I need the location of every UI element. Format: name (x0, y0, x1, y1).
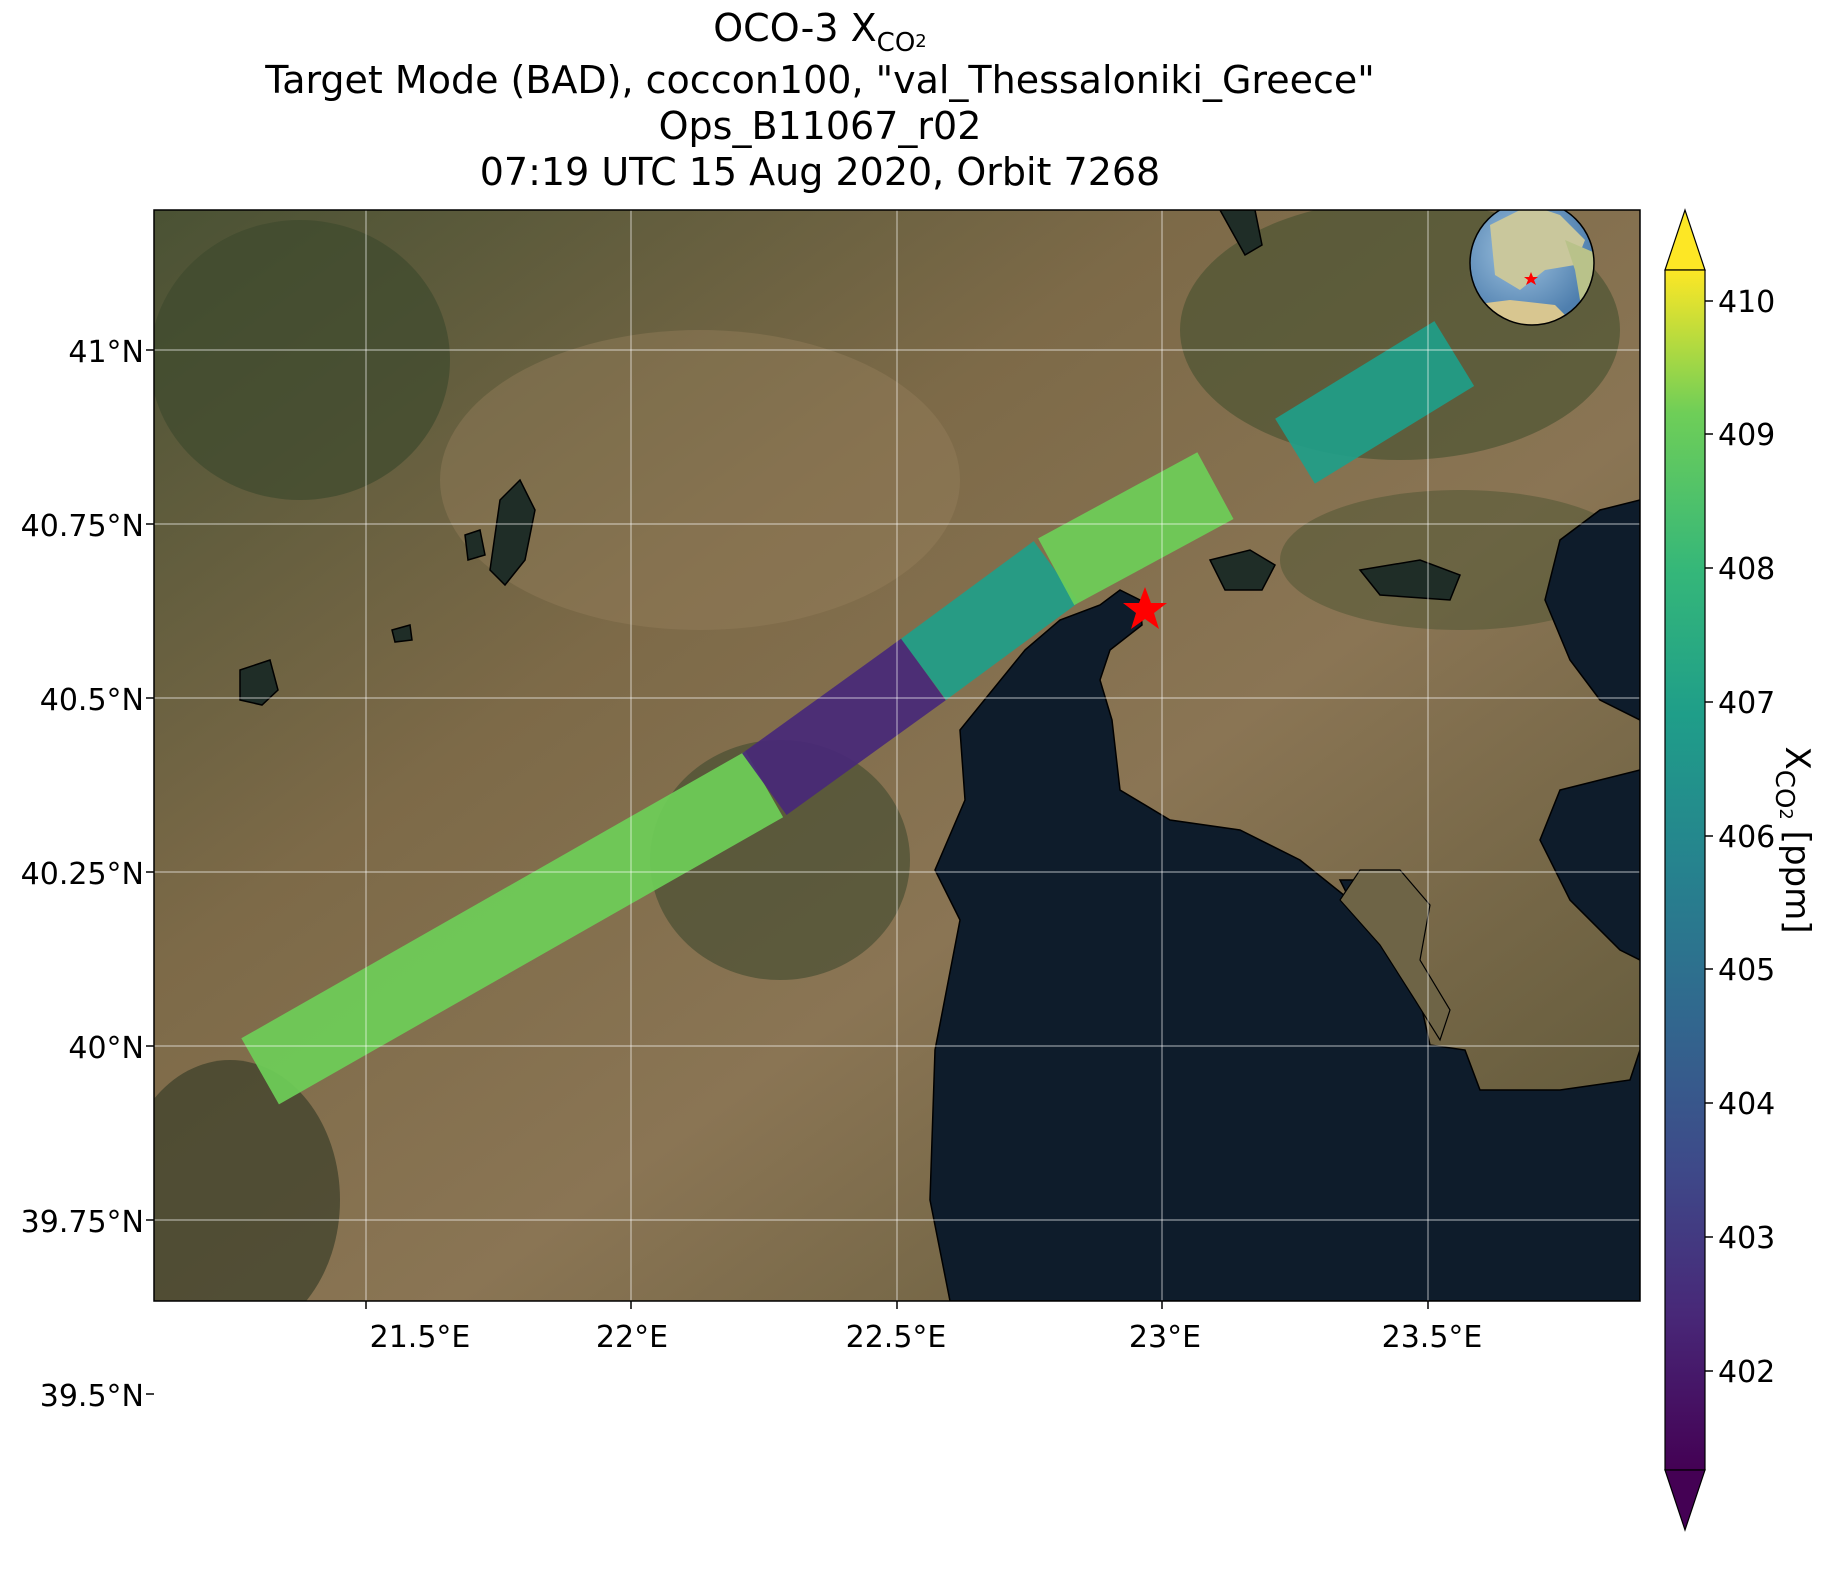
lat-tick-marks (146, 349, 154, 1395)
lon-tick-label: 21.5°E (370, 1320, 471, 1355)
lat-tick-label: 40.5°N (40, 683, 144, 718)
map-area (154, 210, 1640, 1301)
lat-tick-label: 39.75°N (21, 1205, 144, 1240)
colorbar-tick-label: 409 (1718, 418, 1775, 453)
lat-tick-label: 40°N (68, 1031, 144, 1066)
lon-tick-label: 22.5°E (846, 1320, 947, 1355)
credit-source: Source: NASA/JPL-Caltech (1336, 1487, 1630, 1513)
forest-region (154, 220, 450, 500)
xco2-swath (241, 321, 1475, 1105)
colorbar-min-arrow (1664, 1469, 1706, 1532)
colorbar-max-arrow (1664, 208, 1706, 271)
plain-region (440, 330, 960, 630)
target-star-marker (1123, 587, 1167, 629)
lake-north (1219, 210, 1263, 257)
colorbar-tick-label: 406 (1718, 820, 1775, 855)
colorbar-tick-label: 408 (1718, 552, 1775, 587)
lon-tick-label: 22°E (596, 1320, 668, 1355)
lon-tick-label: 23°E (1129, 1320, 1201, 1355)
globe-target-star (1524, 272, 1538, 285)
lake-zazari (391, 624, 413, 643)
colorbar-tick-label: 404 (1718, 1087, 1775, 1122)
colorbar-tick-label: 407 (1718, 686, 1775, 721)
colorbar: 410 409 408 407 406 405 404 403 402 (1664, 208, 1775, 1532)
swath-segment (1275, 321, 1475, 484)
lon-tick-label: 23.5°E (1382, 1320, 1483, 1355)
lat-tick-label: 40.25°N (21, 857, 144, 892)
colorbar-gradient (1664, 269, 1706, 1471)
swath-segment (1038, 452, 1234, 606)
title-line-3: Ops_B11067_r02 (658, 104, 982, 148)
title-line-4: 07:19 UTC 15 Aug 2020, Orbit 7268 (479, 150, 1161, 194)
inset-globe (1469, 210, 1595, 326)
lake-koroneia (1208, 549, 1276, 591)
colorbar-tick-label: 403 (1718, 1221, 1775, 1256)
title-line-1: OCO-3 XCO2 (713, 6, 927, 58)
swath-segment (901, 541, 1079, 700)
colorbar-tick-label: 410 (1718, 285, 1775, 320)
swath-segment (742, 638, 946, 816)
lon-tick-marks (365, 1301, 1429, 1309)
swath-segment (241, 751, 784, 1105)
lake-vegoritida (489, 478, 536, 587)
gridlines (154, 210, 1640, 1301)
sea-east (1539, 769, 1640, 961)
lat-tick-label: 41°N (68, 335, 144, 370)
colorbar-tick-label: 405 (1718, 953, 1775, 988)
title-line-2: Target Mode (BAD), coccon100, "val_Thess… (265, 58, 1375, 102)
colorbar-tick-label: 402 (1718, 1355, 1775, 1390)
colorbar-label: XCO2 [ppm] (1769, 746, 1817, 934)
lat-tick-label: 40.75°N (21, 509, 144, 544)
lat-tick-label: 39.5°N (40, 1379, 144, 1414)
forest-region (154, 1060, 340, 1301)
sea-strymonian-gulf (1544, 499, 1640, 721)
peninsula-kassandra (1339, 869, 1451, 1042)
lake-volvi (1358, 559, 1461, 601)
credit-created: Created 16 Sep 2024 (1385, 1458, 1630, 1484)
globe-europe (1490, 210, 1585, 290)
lake-petron (464, 529, 486, 561)
